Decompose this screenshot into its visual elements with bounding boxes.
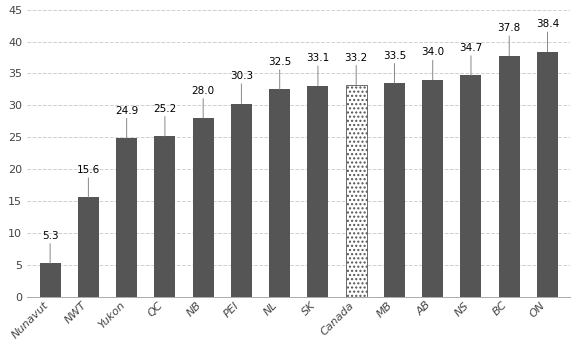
Bar — [154, 136, 176, 297]
Bar — [537, 52, 558, 297]
Text: 15.6: 15.6 — [77, 165, 100, 198]
Text: 5.3: 5.3 — [42, 231, 58, 263]
Text: 32.5: 32.5 — [268, 57, 291, 90]
Text: 33.5: 33.5 — [383, 51, 406, 83]
Text: 28.0: 28.0 — [192, 86, 215, 118]
Text: 30.3: 30.3 — [230, 71, 253, 103]
Text: 37.8: 37.8 — [498, 23, 521, 56]
Bar — [460, 75, 482, 297]
Text: 38.4: 38.4 — [536, 19, 559, 52]
Bar — [192, 118, 214, 297]
Text: 33.1: 33.1 — [306, 53, 329, 85]
Bar — [308, 85, 328, 297]
Bar — [346, 85, 367, 297]
Bar — [499, 56, 520, 297]
Bar — [269, 90, 290, 297]
Text: 34.0: 34.0 — [421, 47, 444, 80]
Bar — [384, 83, 405, 297]
Text: 25.2: 25.2 — [153, 104, 176, 136]
Bar — [40, 263, 60, 297]
Text: 33.2: 33.2 — [344, 53, 368, 85]
Text: 34.7: 34.7 — [459, 43, 483, 75]
Bar — [231, 103, 252, 297]
Bar — [116, 138, 137, 297]
Text: 24.9: 24.9 — [115, 106, 138, 138]
Bar — [78, 198, 99, 297]
Bar — [422, 80, 444, 297]
